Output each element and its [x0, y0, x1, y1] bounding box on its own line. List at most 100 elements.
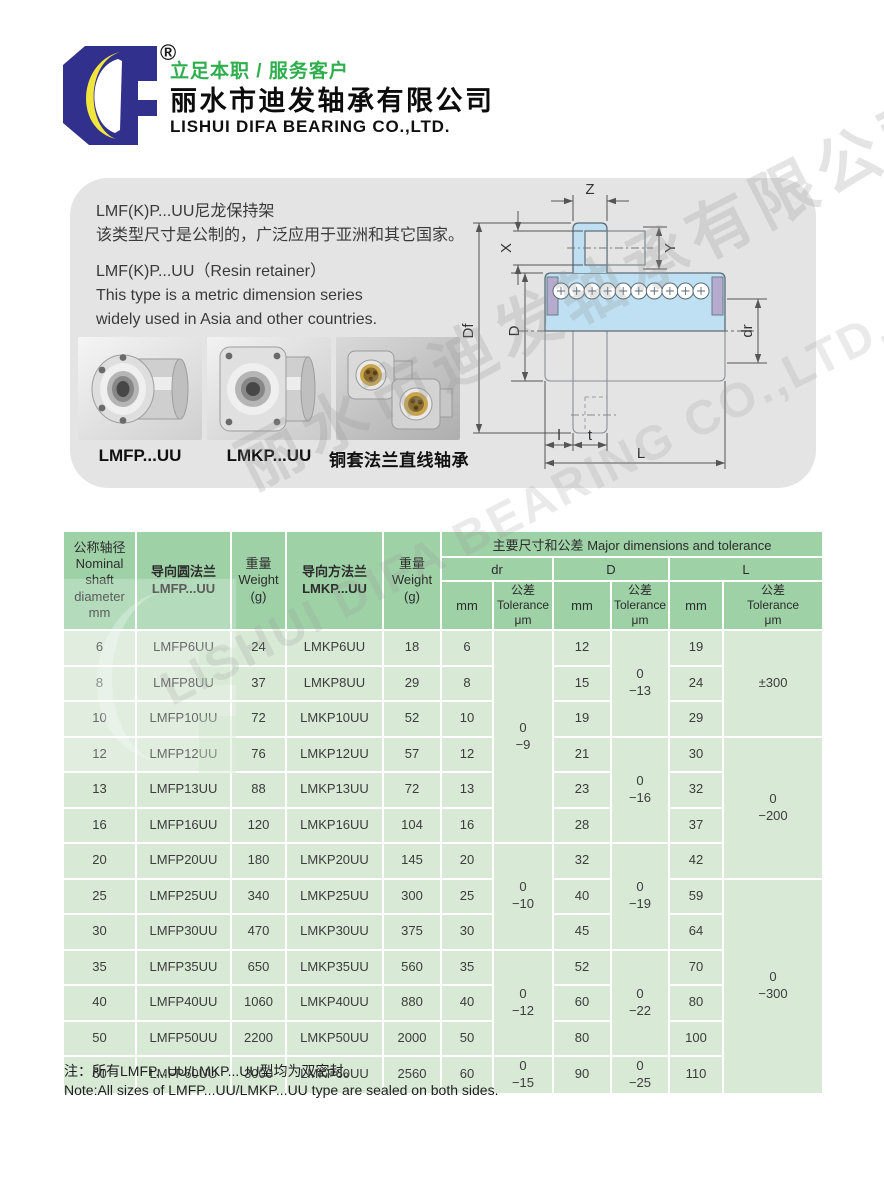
table-cell: LMKP13UU — [285, 771, 384, 809]
table-cell: 13 — [440, 771, 494, 809]
footer-note: 注：所有LMFP...UU/LMKP...UU型均为双密封。 Note:All … — [64, 1062, 498, 1100]
table-cell: 15 — [552, 664, 612, 702]
col-header-D-mm: mm — [552, 580, 612, 631]
product-label-lmfp: LMFP...UU — [98, 446, 182, 465]
table-row: 6 LMFP6UU 24 LMKP6UU 18 6 0 −9 12 0 −13 19 ±300 — [62, 629, 825, 844]
table-cell: 24 — [230, 629, 287, 667]
table-cell: 560 — [382, 948, 442, 986]
table-cell: 340 — [230, 877, 287, 915]
table-cell: 0 −300 — [721, 877, 825, 1095]
table-cell: 35 — [62, 948, 137, 986]
table-cell: 32 — [668, 771, 724, 809]
table-cell: 60 — [440, 1055, 494, 1095]
table-cell: LMFP40UU — [135, 984, 232, 1022]
table-cell: 375 — [382, 913, 442, 951]
dim-label-l: l — [557, 427, 560, 444]
table-row: 10 LMFP10UU 72 LMKP10UU 52 10 19 29 — [62, 700, 823, 738]
product-label-lmkp: LMKP...UU — [226, 446, 312, 465]
table-cell: 145 — [382, 842, 442, 880]
col-header-D-tolerance: 公差 Tolerance μm — [610, 580, 670, 631]
table-cell: 30 — [668, 735, 724, 773]
col-header-L: L — [667, 556, 825, 582]
table-cell: 18 — [382, 629, 442, 667]
table-cell: ±300 — [721, 629, 825, 738]
table-cell: 52 — [552, 948, 612, 986]
table-cell: 0 −19 — [610, 842, 670, 951]
company-logo — [58, 44, 160, 153]
product-photo-lmfp — [78, 337, 202, 440]
table-cell: LMKP6UU — [285, 629, 384, 667]
col-header-major-dimensions: 主要尺寸和公差 Major dimensions and tolerance — [439, 530, 825, 558]
desc-en-line2: widely used in Asia and other countries. — [96, 311, 378, 328]
col-header-shaft-diameter: 公称轴径 Nominal shaft diameter mm — [62, 530, 137, 631]
table-row: 50 LMFP50UU 2200 LMKP50UU 2000 50 80 100 — [62, 1019, 823, 1057]
col-header-L-tolerance: 公差 Tolerance μm — [721, 580, 825, 631]
table-cell: 13 — [62, 771, 137, 809]
table-cell: 19 — [668, 629, 724, 667]
col-header-round-flange: 导向圆法兰 LMFP...UU — [135, 530, 232, 631]
table-cell: 23 — [552, 771, 612, 809]
table-cell: 60 — [62, 1055, 137, 1095]
desc-cn-title: LMF(K)P...UU尼龙保持架 — [96, 203, 275, 220]
table-cell: 8 — [440, 664, 494, 702]
table-cell: 25 — [62, 877, 137, 915]
spec-table: 公称轴径 Nominal shaft diameter mm 导向圆法兰 LMF… — [62, 530, 825, 1095]
table-cell: 20 — [440, 842, 494, 880]
table-cell: 180 — [230, 842, 287, 880]
table-cell: LMKP50UU — [285, 1019, 384, 1057]
table-cell: LMFP13UU — [135, 771, 232, 809]
table-cell: 470 — [230, 913, 287, 951]
table-cell: LMFP60UU — [135, 1055, 232, 1095]
dim-label-dr: dr — [739, 324, 756, 337]
table-cell: 0 −16 — [610, 735, 670, 844]
table-cell: 1060 — [230, 984, 287, 1022]
col-header-square-flange: 导向方法兰 LMKP...UU — [285, 530, 384, 631]
table-row: 60 LMFP60UU 3000 LMKP60UU 2560 60 0 −15 90 0 −25 11… — [62, 1055, 823, 1095]
table-row: 8 LMFP8UU 37 LMKP8UU 29 8 15 24 — [62, 664, 823, 702]
col-header-weight-lmkp: 重量 Weight (g) — [382, 530, 442, 631]
table-cell: LMKP25UU — [285, 877, 384, 915]
table-cell: 64 — [668, 913, 724, 951]
table-cell: 59 — [668, 877, 724, 915]
table-cell: 6 — [440, 629, 494, 667]
table-cell: LMFP25UU — [135, 877, 232, 915]
table-cell: 2200 — [230, 1019, 287, 1057]
table-row: 12 LMFP12UU 76 LMKP12UU 57 12 21 0 −16 30 0 −200 — [62, 735, 825, 880]
table-cell: LMKP35UU — [285, 948, 384, 986]
table-cell: LMFP16UU — [135, 806, 232, 844]
dim-label-y: Y — [662, 243, 679, 253]
table-cell: 12 — [62, 735, 137, 773]
table-cell: 76 — [230, 735, 287, 773]
table-cell: 16 — [440, 806, 494, 844]
dim-label-d: D — [506, 325, 523, 336]
table-cell: LMFP8UU — [135, 664, 232, 702]
table-cell: 8 — [62, 664, 137, 702]
product-photo-bronze-flange — [336, 337, 460, 440]
table-cell: 50 — [62, 1019, 137, 1057]
table-cell: 0 −13 — [610, 629, 670, 738]
col-header-dr-mm: mm — [440, 580, 494, 631]
dim-label-t: t — [588, 427, 593, 444]
table-cell: LMKP20UU — [285, 842, 384, 880]
table-cell: 28 — [552, 806, 612, 844]
table-cell: LMKP40UU — [285, 984, 384, 1022]
table-cell: 37 — [230, 664, 287, 702]
table-cell: 35 — [440, 948, 494, 986]
table-cell: 6 — [62, 629, 137, 667]
table-cell: 10 — [62, 700, 137, 738]
table-cell: 45 — [552, 913, 612, 951]
table-cell: 0 −9 — [492, 629, 554, 844]
table-cell: 72 — [230, 700, 287, 738]
table-cell: 0 −25 — [610, 1055, 670, 1095]
desc-en-line1: This type is a metric dimension series — [96, 287, 363, 304]
col-header-D: D — [552, 556, 670, 582]
table-cell: 21 — [552, 735, 612, 773]
table-cell: 60 — [552, 984, 612, 1022]
col-header-L-mm: mm — [668, 580, 724, 631]
table-cell: 90 — [552, 1055, 612, 1095]
table-cell: LMKP8UU — [285, 664, 384, 702]
company-name-cn: 丽水市迪发轴承有限公司 — [170, 86, 495, 116]
table-cell: LMFP20UU — [135, 842, 232, 880]
product-description: LMF(K)P...UU尼龙保持架 该类型尺寸是公制的，广泛应用于亚洲和其它国家… — [96, 200, 464, 332]
table-cell: LMFP10UU — [135, 700, 232, 738]
